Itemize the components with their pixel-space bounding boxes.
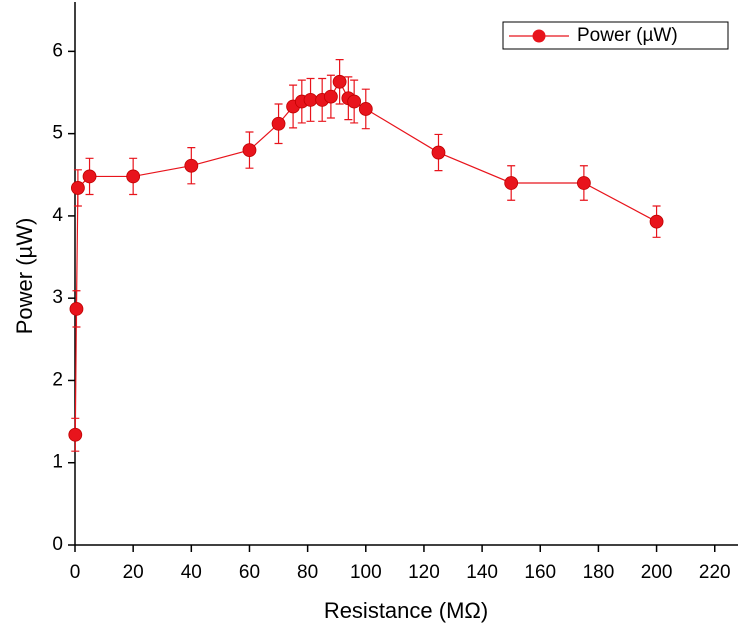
- x-tick-label: 220: [699, 562, 731, 583]
- x-tick-label: 160: [524, 562, 556, 583]
- data-point: [82, 169, 97, 184]
- data-point: [68, 427, 83, 442]
- data-point: [69, 301, 84, 316]
- y-tick-label: 0: [52, 534, 63, 555]
- x-tick-label: 60: [239, 562, 260, 583]
- data-point: [347, 94, 362, 109]
- data-point: [242, 143, 257, 157]
- data-point: [431, 145, 446, 160]
- y-tick-label: 1: [52, 452, 63, 473]
- x-tick-label: 40: [181, 562, 202, 583]
- y-tick-label: 6: [52, 40, 63, 61]
- x-tick-label: 200: [641, 562, 673, 583]
- data-point: [576, 176, 591, 190]
- x-tick-label: 20: [123, 562, 144, 583]
- x-tick-label: 100: [350, 562, 382, 583]
- data-point: [358, 102, 373, 116]
- y-tick-label: 4: [52, 205, 63, 226]
- series-line: [74, 80, 657, 435]
- data-point: [271, 116, 286, 131]
- x-tick-label: 0: [70, 562, 81, 583]
- y-tick-label: 2: [52, 369, 63, 390]
- x-tick-label: 120: [408, 562, 440, 583]
- x-tick-label: 140: [466, 562, 498, 583]
- x-tick-label: 80: [297, 562, 318, 583]
- data-point: [323, 89, 338, 104]
- y-tick-label: 3: [52, 287, 63, 308]
- legend-marker: [532, 29, 546, 43]
- x-axis-title: Resistance (MΩ): [324, 598, 488, 623]
- y-axis-title: Power (µW): [12, 218, 37, 335]
- data-point: [649, 214, 664, 229]
- y-tick-label: 5: [52, 123, 63, 144]
- data-point: [126, 169, 141, 184]
- data-point: [504, 176, 519, 190]
- data-point: [303, 93, 318, 107]
- x-tick-label: 180: [583, 562, 615, 583]
- data-point: [71, 181, 85, 195]
- legend-label: Power (µW): [577, 25, 678, 46]
- data-point: [184, 158, 199, 173]
- data-point: [332, 74, 347, 89]
